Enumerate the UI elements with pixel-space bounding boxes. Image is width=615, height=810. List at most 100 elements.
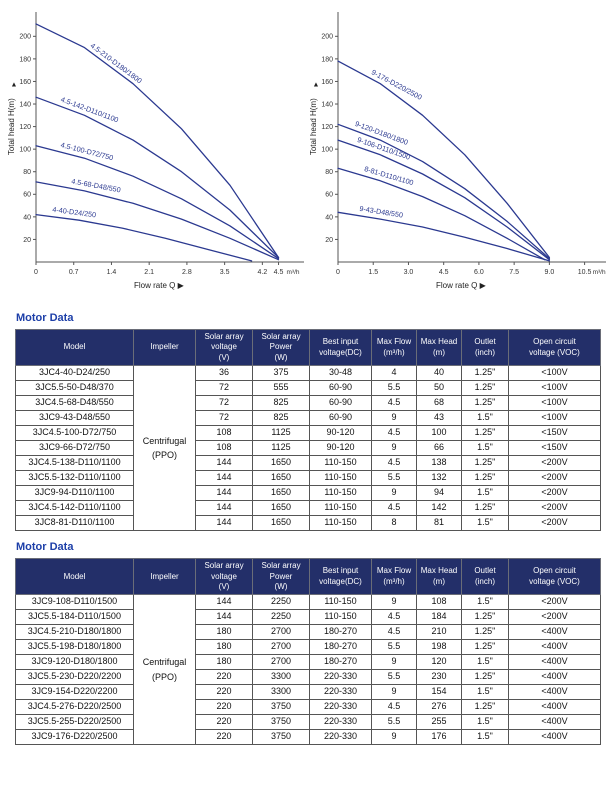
table-row: 3JC5.5-198-D180/1800 180 2700 180-270 5.5 198… <box>15 639 601 656</box>
value-cell: 1650 <box>252 485 310 502</box>
y-tick-label: 140 <box>19 101 31 108</box>
y-tick-label: 180 <box>321 56 333 63</box>
value-cell: 220 <box>195 684 253 701</box>
column-header: Outlet (inch) <box>461 558 509 596</box>
y-tick-label: 200 <box>321 34 333 41</box>
model-cell: 3JC5.5-198-D180/1800 <box>15 639 134 656</box>
value-cell: 1.25" <box>461 395 509 412</box>
column-header: Impeller <box>133 558 196 596</box>
table-row: 3JC4.5-276-D220/2500 220 3750 220-330 4.5 276… <box>15 699 601 716</box>
model-cell: 3JC4.5-276-D220/2500 <box>15 699 134 716</box>
model-cell: 3JC4.5-68-D48/550 <box>15 395 134 412</box>
value-cell: 4.5 <box>371 500 417 517</box>
table-row: 3JC4.5-142-D110/1100 144 1650 110-150 4.5 142… <box>15 500 601 517</box>
table-row: 3JC9-120-D180/1800 180 2700 180-270 9 120 1.5"… <box>15 654 601 671</box>
value-cell: 50 <box>416 380 462 397</box>
value-cell: 3750 <box>252 729 310 746</box>
value-cell: <200V <box>508 515 601 532</box>
value-cell: 180-270 <box>309 624 372 641</box>
x-tick-label: 3.5 <box>220 269 230 276</box>
value-cell: <200V <box>508 455 601 472</box>
value-cell: 230 <box>416 669 462 686</box>
value-cell: 2250 <box>252 594 310 611</box>
x-tick-label: 3.0 <box>404 269 414 276</box>
x-tick-label: 7.5 <box>509 269 519 276</box>
series-line <box>35 181 280 261</box>
value-cell: 220 <box>195 669 253 686</box>
value-cell: <200V <box>508 500 601 517</box>
value-cell: 180 <box>195 639 253 656</box>
value-cell: 108 <box>195 425 253 442</box>
value-cell: 4 <box>371 365 417 382</box>
value-cell: 1.25" <box>461 425 509 442</box>
value-cell: 110-150 <box>309 485 372 502</box>
value-cell: 9 <box>371 410 417 427</box>
table-row: 3JC9-66-D72/750 108 1125 90-120 9 66 1.5" <150V <box>15 440 601 457</box>
value-cell: 180-270 <box>309 654 372 671</box>
y-tick-label: 60 <box>325 192 333 199</box>
value-cell: <100V <box>508 380 601 397</box>
value-cell: 36 <box>195 365 253 382</box>
value-cell: 144 <box>195 594 253 611</box>
value-cell: 1.5" <box>461 654 509 671</box>
value-cell: 110-150 <box>309 609 372 626</box>
value-cell: 220 <box>195 729 253 746</box>
column-header: Solar array voltage (V) <box>195 328 253 367</box>
value-cell: 30-48 <box>309 365 372 382</box>
model-cell: 3JC5.5-255-D220/2500 <box>15 714 134 731</box>
value-cell: 90-120 <box>309 425 372 442</box>
y-axis-arrow-icon: ▲ <box>313 82 320 89</box>
value-cell: <400V <box>508 684 601 701</box>
value-cell: 72 <box>195 395 253 412</box>
model-cell: 3JC4.5-100-D72/750 <box>15 425 134 442</box>
table-row: 3JC9-154-D220/2200 220 3300 220-330 9 154 1.5"… <box>15 684 601 701</box>
value-cell: 220-330 <box>309 714 372 731</box>
value-cell: 9 <box>371 654 417 671</box>
model-cell: 3JC4-40-D24/250 <box>15 365 134 382</box>
column-header: Best input voltage(DC) <box>309 558 372 596</box>
column-header: Max Head (m) <box>416 328 462 367</box>
model-cell: 3JC9-120-D180/1800 <box>15 654 134 671</box>
x-axis-label: Flow rate Q ▶ <box>436 281 487 290</box>
x-tick-label: 2.8 <box>182 269 192 276</box>
value-cell: 4.5 <box>371 455 417 472</box>
value-cell: 3750 <box>252 714 310 731</box>
value-cell: 1.25" <box>461 699 509 716</box>
series-line <box>337 60 551 259</box>
table-header-row: Model Impeller Solar array voltage (V) Sola… <box>15 558 601 596</box>
value-cell: 144 <box>195 485 253 502</box>
y-tick-label: 160 <box>19 79 31 86</box>
value-cell: 3750 <box>252 699 310 716</box>
value-cell: 144 <box>195 470 253 487</box>
x-tick-label: 4.2 <box>257 269 267 276</box>
value-cell: 154 <box>416 684 462 701</box>
model-cell: 3JC5.5-184-D110/1500 <box>15 609 134 626</box>
value-cell: 5.5 <box>371 669 417 686</box>
chart-svg: 20 40 60 80 100 120 140 160 180 200 0 0.7 1.4 2.1 2.8 3… <box>7 12 304 290</box>
value-cell: 5.5 <box>371 639 417 656</box>
value-cell: 132 <box>416 470 462 487</box>
x-tick-label: 2.1 <box>144 269 154 276</box>
value-cell: 220-330 <box>309 729 372 746</box>
value-cell: 120 <box>416 654 462 671</box>
series-line <box>35 145 280 260</box>
table-row: 3JC5.5-230-D220/2200 220 3300 220-330 5.5 230… <box>15 669 601 686</box>
impeller-cell: Centrifugal (PPO) <box>133 594 196 746</box>
impeller-cell: Centrifugal (PPO) <box>133 365 196 532</box>
value-cell: 220-330 <box>309 699 372 716</box>
y-tick-label: 100 <box>321 147 333 154</box>
value-cell: 108 <box>195 440 253 457</box>
x-tick-label: 1.4 <box>107 269 117 276</box>
value-cell: 1.25" <box>461 639 509 656</box>
value-cell: 555 <box>252 380 310 397</box>
motor-data-table-1: Model Impeller Solar array voltage (V) Sola… <box>15 328 601 532</box>
x-axis-label: Flow rate Q ▶ <box>134 281 185 290</box>
value-cell: <200V <box>508 609 601 626</box>
value-cell: <200V <box>508 594 601 611</box>
y-tick-label: 80 <box>23 169 31 176</box>
table-row: 3JC8-81-D110/1100 144 1650 110-150 8 81 1.5" <2… <box>15 515 601 532</box>
value-cell: <200V <box>508 485 601 502</box>
value-cell: <400V <box>508 654 601 671</box>
value-cell: 180 <box>195 624 253 641</box>
value-cell: 4.5 <box>371 699 417 716</box>
